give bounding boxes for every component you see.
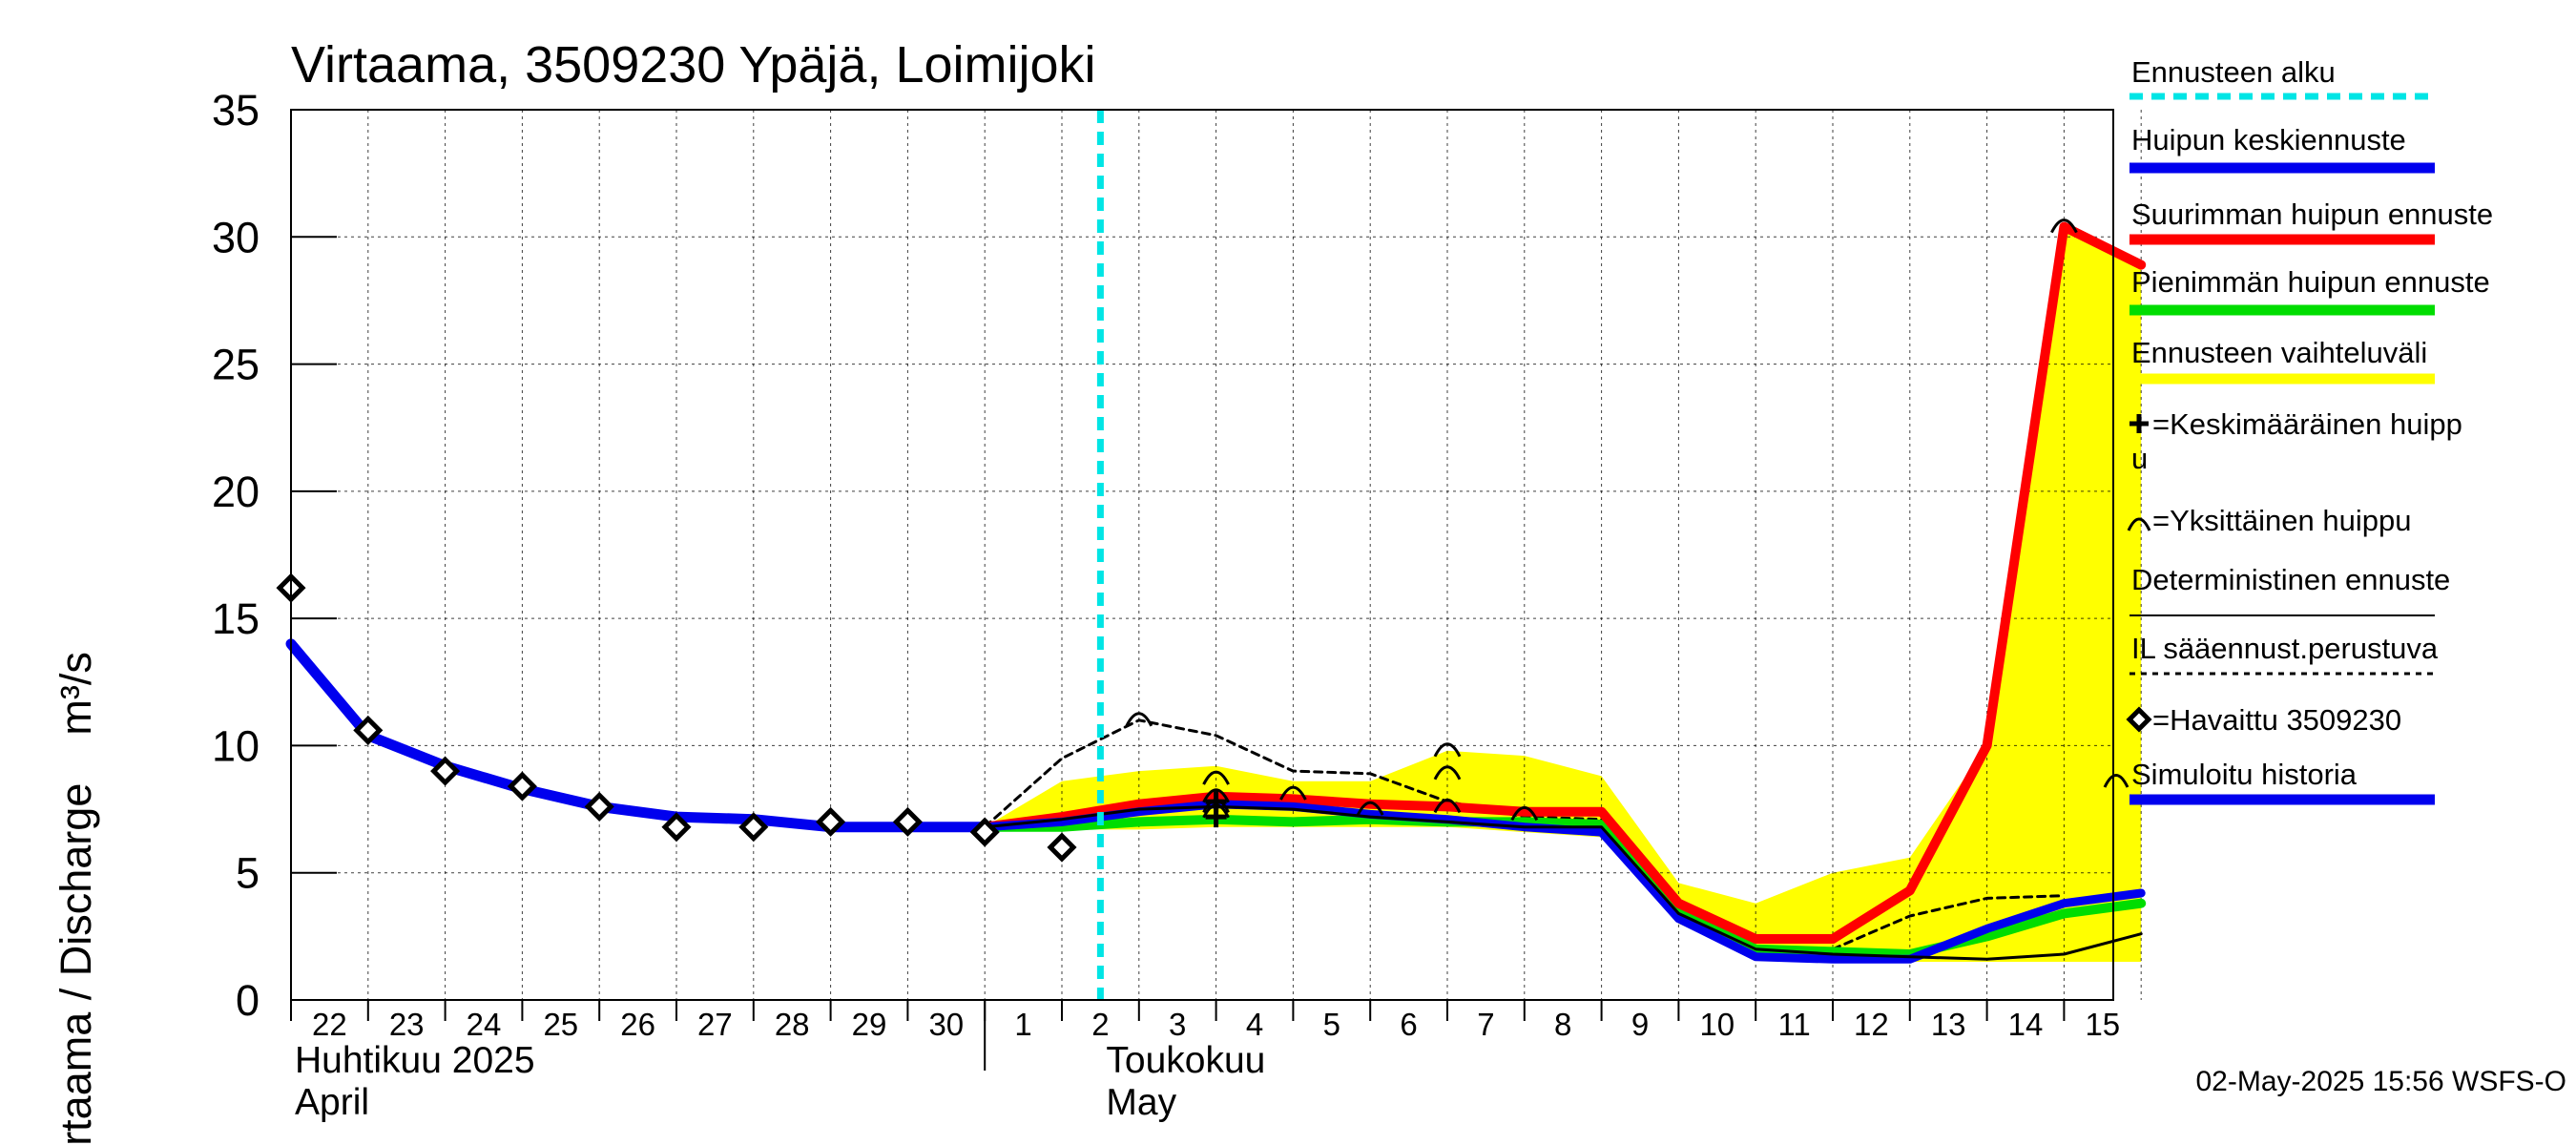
x-day-label: 15 [2085,1007,2120,1042]
x-day-label: 24 [467,1007,502,1042]
legend-arc-icon [2127,517,2151,531]
y-tick-label: 15 [212,594,260,643]
single-peak-marker [1433,765,1462,781]
month-label-en: April [295,1082,369,1123]
x-day-label: 30 [928,1007,964,1042]
x-day-label: 29 [852,1007,887,1042]
legend-label: Simuloitu historia [2131,758,2358,791]
x-day-label: 22 [312,1007,347,1042]
x-day-label: 8 [1554,1007,1571,1042]
x-day-label: 14 [2008,1007,2044,1042]
max-peak-forecast-line [980,221,2147,944]
single-peak-marker [1279,785,1307,801]
single-peak-marker [1356,801,1384,816]
legend-plus-icon [2129,414,2149,433]
footer-timestamp: 02-May-2025 15:56 WSFS-O [2196,1066,2567,1097]
x-day-label: 13 [1931,1007,1966,1042]
y-tick-label: 10 [212,721,260,770]
legend-label: IL sääennust.perustuva [2131,632,2439,665]
observed-point [816,806,846,837]
legend-label: Huipun keskiennuste [2131,123,2406,156]
y-tick-label: 30 [212,213,260,261]
legend-label: Deterministinen ennuste [2131,563,2450,596]
legend-label: Pienimmän huipun ennuste [2131,265,2490,299]
observed-point [661,812,692,843]
observed-point [1047,832,1077,863]
legend-label-continuation: u [2131,442,2148,475]
observed-point [892,806,923,837]
single-peak-marker [2050,219,2078,234]
legend-label: Suurimman huipun ennuste [2131,198,2493,231]
x-day-label: 6 [1400,1007,1417,1042]
il-weather-forecast-line [983,718,2066,951]
x-day-label: 23 [389,1007,425,1042]
x-day-label: 26 [620,1007,655,1042]
mean-peak-marker [1205,806,1227,828]
y-tick-label: 0 [236,976,260,1025]
forecast-range-band [985,226,2142,963]
y-tick-label: 20 [212,468,260,516]
single-peak-marker [1433,798,1462,814]
single-peak-marker [1510,805,1539,822]
x-day-label: 10 [1699,1007,1735,1042]
legend-label: =Havaittu 3509230 [2152,703,2401,737]
single-peak-marker [1202,770,1230,785]
month-label-fi: Toukokuu [1106,1040,1265,1081]
x-day-label: 12 [1854,1007,1889,1042]
observed-point [353,715,384,745]
month-label-en: May [1106,1082,1176,1123]
single-peak-marker [1433,742,1462,758]
x-day-label: 28 [775,1007,810,1042]
month-label-fi: Huhtikuu 2025 [295,1040,535,1081]
legend-arc-icon [2103,774,2129,788]
simulated-history-line [285,638,990,833]
x-day-label: 9 [1631,1007,1649,1042]
legend-diamond-icon [2126,706,2152,733]
x-day-label: 11 [1777,1007,1810,1042]
x-day-label: 25 [543,1007,578,1042]
x-day-label: 5 [1323,1007,1340,1042]
legend-label: Ennusteen alku [2131,55,2336,89]
deterministic-forecast-line [983,804,2143,961]
observed-point [584,791,614,822]
legend-label: =Yksittäinen huippu [2152,504,2411,537]
legend-label: =Keskimääräinen huipp [2152,407,2462,441]
x-day-label: 2 [1091,1007,1109,1042]
x-day-label: 3 [1169,1007,1186,1042]
single-peak-marker [1202,788,1230,803]
observed-point [430,756,461,786]
single-peak-marker [1125,712,1153,727]
x-day-label: 1 [1014,1007,1031,1042]
y-tick-label: 5 [236,849,260,898]
legend-label: Ennusteen vaihteluväli [2131,336,2427,369]
observed-point [738,812,769,843]
x-day-label: 27 [697,1007,733,1042]
chart-title: Virtaama, 3509230 Ypäjä, Loimijoki [291,36,1096,94]
plot-frame [290,109,2114,1001]
x-day-label: 7 [1477,1007,1494,1042]
x-day-label: 4 [1246,1007,1263,1042]
observed-point [507,771,537,802]
y-tick-label: 35 [212,86,260,135]
y-axis-label: Virtaama / Dischargem³/s [52,652,100,1145]
observed-point [969,817,1000,847]
y-tick-label: 25 [212,341,260,389]
